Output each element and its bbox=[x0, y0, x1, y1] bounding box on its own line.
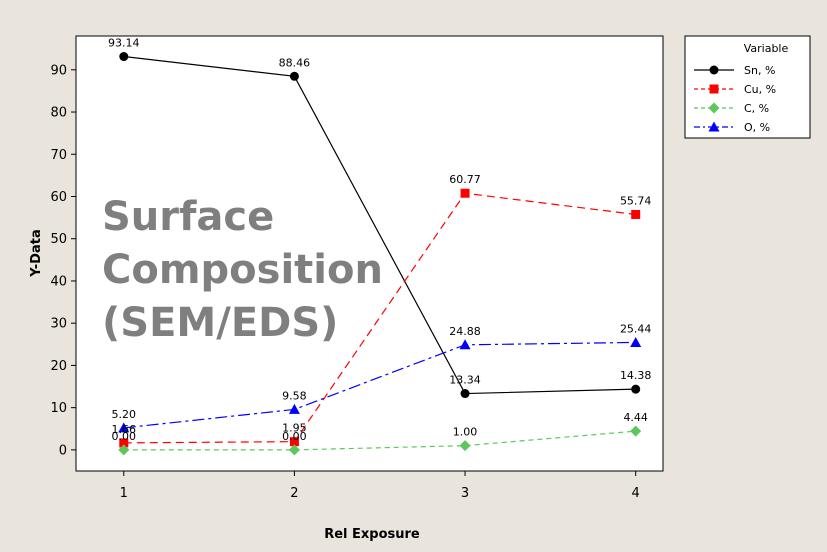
data-point-3-3 bbox=[630, 336, 642, 347]
y-tick-label-2: 20 bbox=[50, 359, 67, 374]
series-line-1 bbox=[123, 192, 636, 444]
series-0 bbox=[119, 52, 641, 399]
x-tick-label-1: 2 bbox=[290, 486, 298, 501]
data-label-0-2: 13.34 bbox=[449, 374, 481, 387]
data-point-1-3 bbox=[631, 209, 641, 219]
data-point-3-2 bbox=[459, 339, 471, 350]
series-line-2 bbox=[123, 430, 636, 451]
series-3 bbox=[118, 336, 642, 433]
legend-box bbox=[684, 35, 811, 139]
legend-item-0: Sn, % bbox=[694, 64, 775, 77]
y-axis-title: Y-Data bbox=[29, 229, 44, 277]
data-label-3-2: 24.88 bbox=[449, 325, 481, 338]
legend-marker-2 bbox=[708, 102, 720, 114]
series-line-3 bbox=[123, 341, 636, 429]
data-point-2-0 bbox=[118, 444, 130, 456]
data-point-0-3 bbox=[631, 384, 641, 394]
y-tick-label-7: 70 bbox=[50, 148, 67, 163]
plot-area bbox=[75, 35, 664, 472]
y-tick-label-0: 0 bbox=[59, 443, 67, 458]
legend-label-3: O, % bbox=[744, 121, 770, 134]
legend-label-0: Sn, % bbox=[744, 64, 775, 77]
data-label-0-1: 88.46 bbox=[279, 56, 311, 69]
series-2 bbox=[118, 425, 642, 456]
y-tick-label-3: 30 bbox=[50, 317, 67, 332]
data-point-0-1 bbox=[289, 71, 299, 81]
y-tick-label-6: 60 bbox=[50, 190, 67, 205]
data-point-3-1 bbox=[288, 403, 300, 414]
data-label-2-1: 0.00 bbox=[282, 430, 307, 443]
y-tick-label-8: 80 bbox=[50, 106, 67, 121]
data-point-0-2 bbox=[460, 389, 470, 399]
data-point-1-2 bbox=[460, 188, 470, 198]
legend-item-3: O, % bbox=[694, 121, 770, 134]
data-label-3-0: 5.20 bbox=[112, 408, 137, 421]
legend-title: Variable bbox=[744, 42, 789, 55]
overlay-annotation: Surface Composition (SEM/EDS) bbox=[102, 194, 383, 346]
data-label-3-3: 25.44 bbox=[620, 322, 652, 335]
legend-label-2: C, % bbox=[744, 102, 769, 115]
data-point-2-1 bbox=[288, 444, 300, 456]
x-axis: 1 2 3 4 bbox=[120, 471, 640, 501]
data-label-1-3: 55.74 bbox=[620, 194, 652, 207]
data-point-1-0 bbox=[119, 438, 129, 448]
data-label-2-2: 1.00 bbox=[453, 426, 478, 439]
annotation-line-1: Surface bbox=[102, 194, 274, 240]
y-tick-label-9: 90 bbox=[50, 63, 67, 78]
data-label-3-1: 9.58 bbox=[282, 389, 307, 402]
y-tick-label-5: 50 bbox=[50, 232, 67, 247]
legend-items: Sn, % Cu, % C, % O, % bbox=[694, 64, 776, 134]
legend-marker-3 bbox=[708, 121, 720, 132]
legend-marker-1 bbox=[709, 84, 719, 94]
series-line-0 bbox=[123, 55, 636, 395]
legend-item-2: C, % bbox=[694, 102, 769, 115]
data-label-2-0: 0.00 bbox=[112, 430, 137, 443]
legend-label-1: Cu, % bbox=[744, 83, 776, 96]
x-tick-label-2: 3 bbox=[461, 486, 469, 501]
data-point-0-0 bbox=[119, 52, 129, 62]
data-point-1-1 bbox=[289, 437, 299, 447]
data-label-0-3: 14.38 bbox=[620, 369, 652, 382]
annotation-line-2: Composition bbox=[102, 247, 383, 293]
x-tick-label-3: 4 bbox=[632, 486, 640, 501]
annotation-line-3: (SEM/EDS) bbox=[102, 300, 338, 346]
x-axis-title: Rel Exposure bbox=[324, 527, 420, 542]
legend-item-1: Cu, % bbox=[694, 83, 776, 96]
legend: Variable Sn, % Cu, % C, % O, % bbox=[684, 35, 811, 139]
legend-marker-0 bbox=[709, 65, 719, 75]
series-layer bbox=[118, 52, 642, 456]
y-axis: 0 10 20 30 40 50 60 70 80 90 bbox=[50, 63, 76, 458]
data-label-2-3: 4.44 bbox=[623, 411, 648, 424]
x-tick-label-0: 1 bbox=[120, 486, 128, 501]
data-label-1-2: 60.77 bbox=[449, 173, 481, 186]
y-tick-label-4: 40 bbox=[50, 274, 67, 289]
data-point-2-3 bbox=[630, 425, 642, 437]
y-tick-label-1: 10 bbox=[50, 401, 67, 416]
data-label-1-1: 1.95 bbox=[282, 422, 307, 435]
data-label-0-0: 93.14 bbox=[108, 37, 140, 50]
data-labels-layer: 93.14 88.46 13.34 14.38 1.66 1.95 60.77 55.74 0.… bbox=[108, 37, 651, 443]
data-label-1-0: 1.66 bbox=[112, 423, 137, 436]
series-1 bbox=[119, 188, 641, 448]
data-point-3-0 bbox=[118, 422, 130, 433]
data-point-2-2 bbox=[459, 440, 471, 452]
